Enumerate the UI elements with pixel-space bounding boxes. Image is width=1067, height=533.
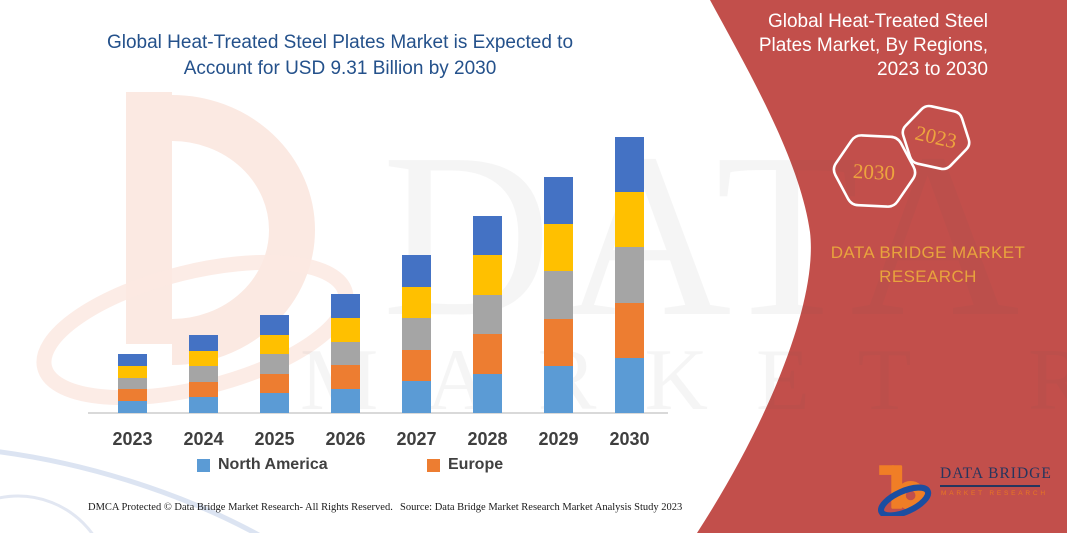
bar-segment (118, 365, 147, 378)
right-panel-title: Global Heat-Treated Steel Plates Market,… (648, 10, 988, 82)
footer-source-text: Source: Data Bridge Market Research Mark… (400, 502, 683, 513)
chart-title-line2: Account for USD 9.31 Billion by 2030 (183, 58, 497, 79)
data-bridge-logo-icon (878, 465, 932, 516)
x-axis-label-2025: 2025 (254, 429, 295, 449)
watermark-swoosh-arc (0, 494, 94, 533)
right-panel-title-line3: 2023 to 2030 (877, 59, 988, 80)
watermark-swoosh-curve (0, 449, 261, 533)
right-panel-title-line2: Plates Market, By Regions, (758, 35, 988, 56)
bar-segment (260, 393, 289, 413)
bar-segment (331, 389, 360, 413)
brand-wordmark-line2: RESEARCH (879, 267, 977, 286)
bar-segment (473, 255, 502, 295)
x-axis-line (88, 412, 668, 414)
bar-segment (615, 137, 644, 193)
bar-segment (544, 271, 573, 319)
bar-segment (118, 401, 147, 413)
bar-segment (615, 247, 644, 303)
bar-segment (331, 317, 360, 342)
bar-segment (473, 216, 502, 256)
bar-segment (615, 302, 644, 358)
legend-marker (427, 458, 440, 472)
bar-segment (260, 354, 289, 374)
bar-segment (615, 192, 644, 248)
x-axis-label-2027: 2027 (396, 429, 437, 449)
brand-wordmark-line1: DATA BRIDGE MARKET (830, 243, 1026, 262)
x-axis-label-2028: 2028 (467, 429, 508, 449)
bar-2025 (260, 315, 289, 413)
x-axis-label-2030: 2030 (609, 429, 650, 449)
bar-segment (189, 366, 218, 382)
bar-segment (189, 397, 218, 413)
x-axis-label-2024: 2024 (183, 429, 224, 449)
bar-2023 (118, 354, 147, 413)
bar-segment (544, 224, 573, 272)
bar-2024 (189, 335, 218, 413)
red-panel-shape (697, 0, 1067, 533)
brand-wordmark: DATA BRIDGE MARKET RESEARCH (798, 241, 1058, 289)
bar-segment (260, 315, 289, 335)
footer-dmca-text: DMCA Protected © Data Bridge Market Rese… (88, 502, 393, 513)
bar-segment (473, 294, 502, 335)
bar-segment (544, 177, 573, 225)
watermark-b-logo (36, 92, 354, 406)
bar-segment (331, 365, 360, 390)
legend-item-europe: Europe (427, 456, 503, 474)
x-axis-label-2029: 2029 (538, 429, 579, 449)
legend-marker (197, 458, 210, 472)
bar-segment (118, 389, 147, 402)
bar-segment (331, 341, 360, 366)
bar-segment (118, 377, 147, 390)
bar-segment (615, 357, 644, 413)
logo-name-text: DATA BRIDGE (940, 465, 1052, 482)
bar-2027 (402, 255, 431, 413)
chart-title: Global Heat-Treated Steel Plates Market … (95, 30, 585, 82)
bar-segment (402, 286, 431, 319)
bar-segment (544, 365, 573, 413)
bar-segment (402, 318, 431, 350)
bar-segment (402, 349, 431, 382)
x-axis-label-2026: 2026 (325, 429, 366, 449)
bar-segment (189, 335, 218, 351)
logo-subtitle-text: MARKET RESEARCH (941, 490, 1048, 497)
bar-2026 (331, 294, 360, 413)
bar-2029 (544, 177, 573, 413)
bar-segment (473, 334, 502, 374)
legend-item-north-america: North America (197, 456, 328, 474)
x-axis-label-2023: 2023 (112, 429, 153, 449)
legend-label: North America (218, 456, 328, 473)
bar-segment (402, 381, 431, 413)
bar-segment (260, 373, 289, 394)
bar-segment (402, 255, 431, 287)
bar-segment (118, 354, 147, 366)
right-panel-title-line1: Global Heat-Treated Steel (767, 11, 988, 32)
bar-segment (473, 373, 502, 413)
logo-underline (940, 485, 1040, 487)
bar-segment (331, 294, 360, 318)
bar-segment (544, 318, 573, 366)
bar-segment (260, 334, 289, 355)
chart-title-line1: Global Heat-Treated Steel Plates Market … (106, 32, 574, 53)
bar-segment (189, 381, 218, 398)
bar-segment (189, 350, 218, 367)
legend-label: Europe (448, 456, 504, 473)
bar-2028 (473, 216, 502, 413)
bar-2030 (615, 137, 644, 413)
